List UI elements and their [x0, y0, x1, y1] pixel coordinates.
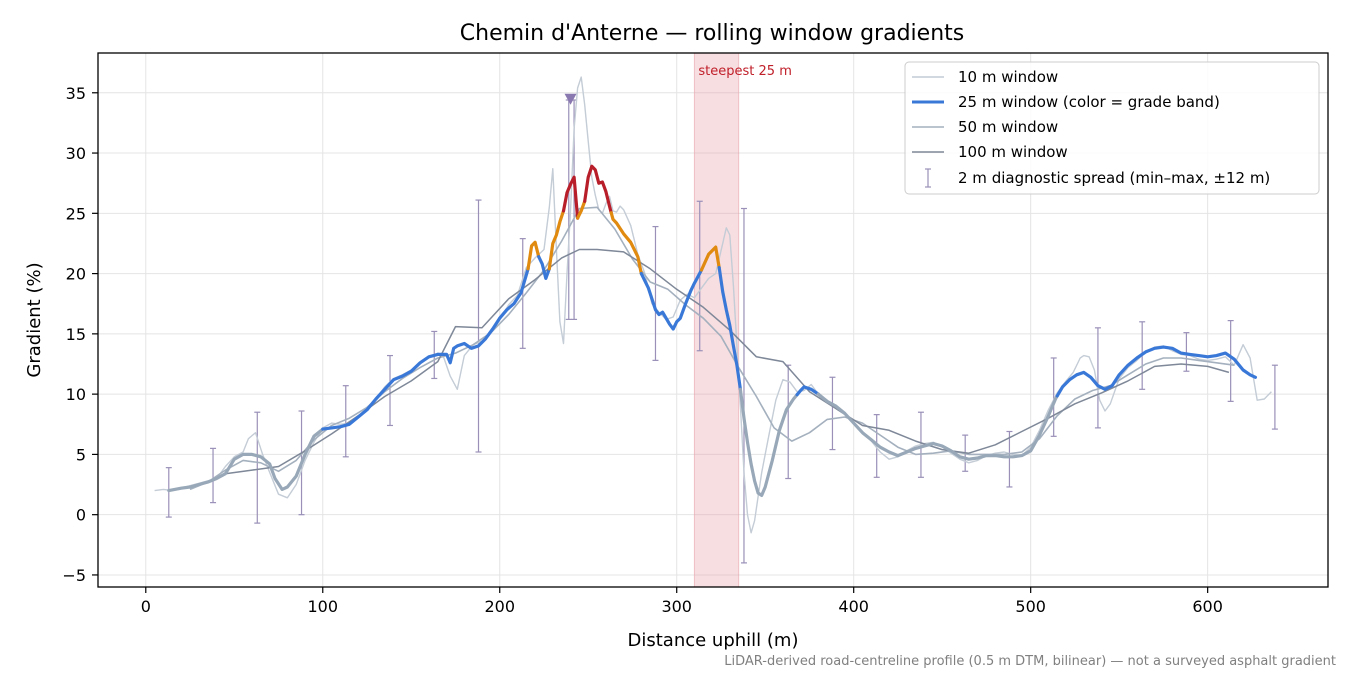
y-tick-label: 35: [66, 84, 86, 103]
x-tick-label: 500: [1015, 597, 1046, 616]
x-tick-label: 200: [484, 597, 515, 616]
series-segment-25m: [537, 255, 551, 280]
series-segment-25m: [321, 267, 530, 431]
y-axis-label: Gradient (%): [24, 262, 45, 377]
y-tick-label: 20: [66, 265, 86, 284]
y-tick-label: 0: [76, 506, 86, 525]
x-tick-label: 100: [307, 597, 338, 616]
y-tick-label: 10: [66, 385, 86, 404]
series-segment-25m: [526, 240, 541, 271]
legend-label-spread: 2 m diagnostic spread (min–max, ±12 m): [958, 169, 1270, 187]
chart-title: Chemin d'Anterne — rolling window gradie…: [460, 21, 964, 46]
legend-swatch-spread: [925, 168, 931, 188]
legend-label-50m: 50 m window: [958, 118, 1058, 136]
y-tick-label: 15: [66, 325, 86, 344]
series-segment-25m: [717, 266, 742, 391]
series-segment-25m: [816, 392, 1059, 461]
series-line-50m: [189, 206, 1235, 491]
legend-label-100m: 100 m window: [958, 143, 1068, 161]
x-tick-label: 600: [1192, 597, 1223, 616]
legend-label-25m: 25 m window (color = grade band): [958, 93, 1220, 111]
diagnostic-spread-bars: [165, 99, 1278, 564]
series-segment-25m: [738, 387, 799, 497]
series-segment-25m: [583, 164, 613, 215]
y-tick-label: 25: [66, 204, 86, 223]
legend-box: [904, 61, 1320, 195]
series-lines: [154, 76, 1272, 534]
series-segment-25m: [639, 268, 704, 331]
x-tick-label: 400: [838, 597, 869, 616]
peak-marker-layer: [564, 93, 577, 105]
legend-label-10m: 10 m window: [958, 68, 1058, 86]
legend: 10 m window 25 m window (color = grade b…: [904, 61, 1320, 195]
axis-ticks: 0 100 200 300 400 500 600 −5 0 5 10 15 20 25 30 35: [62, 84, 1223, 616]
series-line-100m: [225, 248, 1230, 475]
series-segment-25m: [561, 175, 580, 220]
plot-frame: [97, 52, 1329, 588]
peak-marker: [564, 93, 577, 105]
footnote: LiDAR-derived road-centreline profile (0…: [724, 654, 1336, 669]
y-tick-label: 30: [66, 144, 86, 163]
series-segment-25m: [609, 211, 643, 276]
series-segment-25m: [1055, 345, 1257, 398]
series-segment-25m: [547, 209, 566, 271]
series-segment-25m: [699, 245, 721, 272]
series-segment-25m: [167, 427, 325, 493]
series-segment-25m: [576, 199, 587, 220]
x-axis-label: Distance uphill (m): [628, 630, 799, 651]
steepest-band: [693, 52, 740, 588]
y-tick-label: −5: [62, 566, 86, 585]
x-tick-label: 300: [661, 597, 692, 616]
x-tick-label: 0: [141, 597, 151, 616]
series-segment-25m: [795, 385, 820, 397]
steepest-band-label: steepest 25 m: [698, 64, 791, 79]
highlight-band-layer: [693, 52, 740, 588]
y-tick-label: 5: [76, 445, 86, 464]
